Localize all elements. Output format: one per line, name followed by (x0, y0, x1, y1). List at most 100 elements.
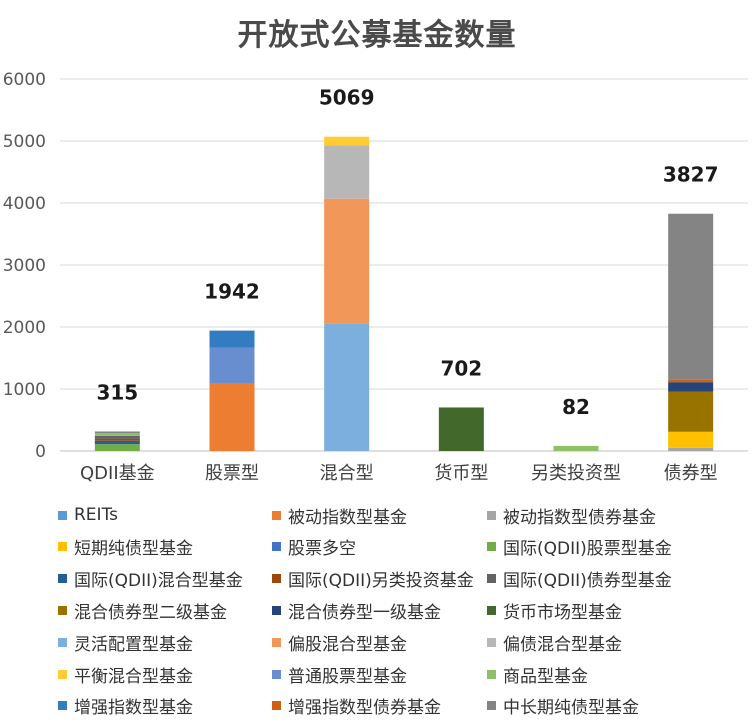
chart-title: 开放式公募基金数量 (237, 18, 517, 53)
x-tick-label: QDII基金 (80, 463, 155, 484)
x-tick-label: 货币型 (434, 463, 488, 484)
bar-segment (324, 323, 370, 451)
legend-item: 平衡混合型基金 (58, 661, 193, 687)
y-tick-label: 5000 (3, 132, 46, 152)
legend-label: 灵活配置型基金 (74, 634, 193, 655)
legend-item: 混合债券型一级基金 (272, 597, 441, 623)
legend-item: 灵活配置型基金 (58, 629, 193, 655)
legend-item: 国际(QDII)另类投资基金 (272, 566, 474, 592)
total-data-label: 315 (96, 380, 138, 404)
total-data-label: 1942 (204, 280, 260, 304)
legend-label: 偏债混合型基金 (503, 634, 622, 655)
legend-label: 商品型基金 (503, 666, 588, 687)
legend-label: REITs (74, 505, 118, 525)
total-data-label: 3827 (663, 163, 719, 187)
legend-label: 被动指数型基金 (288, 507, 407, 528)
legend-swatch (487, 605, 496, 615)
bar-segment (324, 145, 370, 199)
legend-item: 商品型基金 (487, 661, 588, 687)
legend-swatch (487, 637, 496, 647)
legend-item: 偏股混合型基金 (272, 629, 407, 655)
legend-swatch (272, 701, 281, 711)
legend-item: 短期纯债型基金 (58, 534, 193, 560)
legend-item: 国际(QDII)混合型基金 (58, 566, 243, 592)
legend-item: 被动指数型债券基金 (487, 502, 656, 528)
legend-item: 国际(QDII)股票型基金 (487, 534, 672, 560)
legend-label: 国际(QDII)债券型基金 (503, 571, 672, 592)
legend-swatch (487, 510, 496, 520)
legend-swatch (58, 701, 67, 711)
y-tick-label: 4000 (3, 194, 46, 214)
legend-label: 混合债券型二级基金 (74, 602, 227, 623)
bar-segment (94, 438, 140, 441)
legend-label: 股票多空 (288, 539, 356, 560)
legend-label: 偏股混合型基金 (288, 634, 407, 655)
y-tick-label: 0 (35, 442, 46, 462)
bar-segment (668, 391, 714, 432)
x-tick-label: 股票型 (205, 463, 259, 484)
legend-swatch (272, 574, 281, 584)
x-tick-label: 债券型 (664, 463, 718, 484)
legend-label: 国际(QDII)股票型基金 (503, 539, 672, 560)
legend-swatch (58, 605, 67, 615)
legend-swatch (58, 510, 67, 520)
x-tick-label: 混合型 (320, 463, 374, 484)
y-tick-label: 6000 (3, 70, 46, 90)
legend-label: 被动指数型债券基金 (503, 507, 656, 528)
bar-segment (209, 330, 255, 348)
legend-item: 股票多空 (272, 534, 356, 560)
x-tick-label: 另类投资型 (531, 463, 621, 484)
bar-segment (324, 198, 370, 324)
legend-item: 增强指数型基金 (58, 693, 193, 719)
y-tick-label: 3000 (3, 256, 46, 276)
legend-swatch (272, 605, 281, 615)
legend-swatch (58, 669, 67, 679)
legend-swatch (272, 510, 281, 520)
legend-swatch (58, 637, 67, 647)
total-data-label: 82 (562, 395, 590, 419)
bar-segment (94, 444, 140, 451)
bar-segment (668, 382, 714, 392)
legend-label: 增强指数型基金 (74, 698, 193, 719)
bar-segment (668, 447, 714, 451)
bar-segment (668, 431, 714, 448)
legend-item: 混合债券型二级基金 (58, 597, 227, 623)
legend-item: 被动指数型基金 (272, 502, 407, 528)
bar-segment (94, 440, 140, 445)
legend-swatch (272, 637, 281, 647)
legend-item: 偏债混合型基金 (487, 629, 622, 655)
bar-segment (209, 347, 255, 384)
total-data-label: 5069 (319, 86, 375, 110)
legend-label: 混合债券型一级基金 (288, 602, 441, 623)
bar-chart: 0 1000 2000 3000 4000 5000 6000 QDII基金 315 股票型 194… (3, 70, 748, 484)
legend-swatch (487, 669, 496, 679)
legend-swatch (58, 574, 67, 584)
legend-swatch (272, 542, 281, 552)
legend-item: 普通股票型基金 (272, 661, 407, 687)
legend-label: 货币市场型基金 (503, 602, 622, 623)
legend-label: 普通股票型基金 (288, 666, 407, 687)
legend-label: 中长期纯债型基金 (503, 698, 639, 719)
legend-swatch (487, 574, 496, 584)
legend-label: 短期纯债型基金 (74, 539, 193, 560)
legend-label: 增强指数型债券基金 (288, 698, 441, 719)
legend-item: 增强指数型债券基金 (272, 693, 441, 719)
bar-segment (553, 445, 599, 451)
legend-label: 平衡混合型基金 (74, 666, 193, 687)
legend-item: REITs (58, 502, 118, 528)
legend-swatch (487, 701, 496, 711)
legend-item: 国际(QDII)债券型基金 (487, 566, 672, 592)
bar-segment (94, 435, 140, 439)
bar-segment (94, 433, 140, 436)
legend-item: 货币市场型基金 (487, 597, 622, 623)
legend-swatch (58, 542, 67, 552)
y-tick-label: 1000 (3, 380, 46, 400)
legend-label: 国际(QDII)混合型基金 (74, 571, 243, 592)
bar-segment (438, 407, 484, 451)
legend-swatch (487, 542, 496, 552)
bar-segment (324, 136, 370, 146)
total-data-label: 702 (440, 356, 482, 380)
legend-label: 国际(QDII)另类投资基金 (288, 571, 474, 592)
bar-segment (668, 213, 714, 380)
legend-item: 中长期纯债型基金 (487, 693, 639, 719)
